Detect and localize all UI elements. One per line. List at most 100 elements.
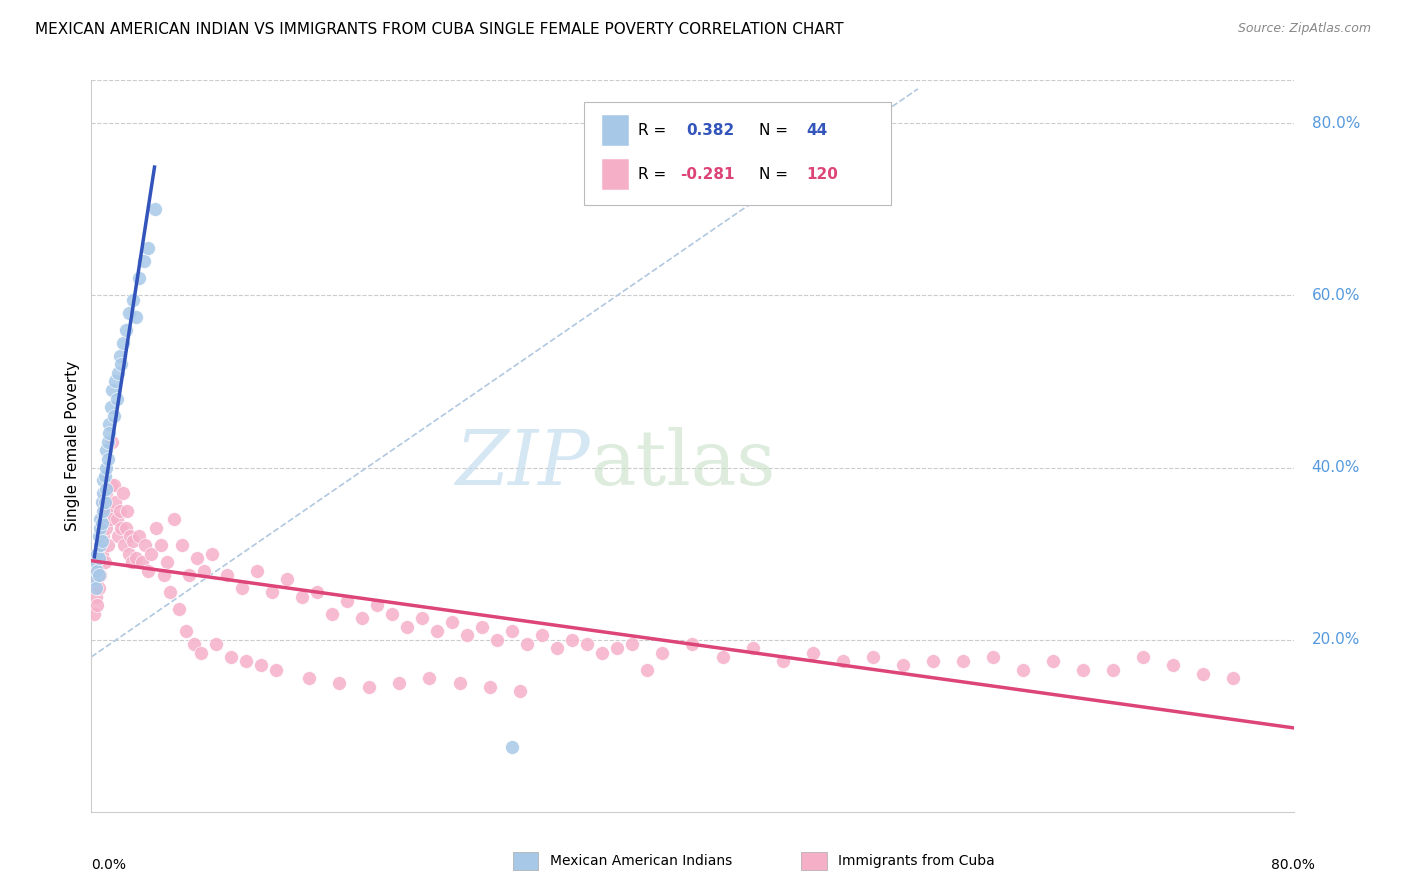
Point [96, 521, 118, 535]
Text: N =: N = [759, 123, 793, 138]
Point [97, 538, 120, 552]
Text: 120: 120 [807, 167, 838, 182]
Point [174, 624, 197, 638]
Point [576, 637, 599, 651]
Point [89, 521, 111, 535]
Point [83, 573, 105, 587]
Point [1102, 663, 1125, 677]
Point [350, 611, 373, 625]
Text: 80.0%: 80.0% [1271, 858, 1315, 872]
Point [90, 516, 112, 531]
Point [94, 495, 117, 509]
Point [298, 671, 321, 685]
Point [93, 474, 115, 488]
Point [219, 649, 242, 664]
Text: 80.0%: 80.0% [1312, 116, 1360, 131]
Point [143, 202, 166, 217]
Point [131, 555, 153, 569]
Point [96, 460, 118, 475]
Text: 60.0%: 60.0% [1312, 288, 1360, 303]
Point [486, 632, 509, 647]
Point [118, 305, 141, 319]
Point [121, 555, 143, 569]
FancyBboxPatch shape [602, 159, 628, 190]
Point [98, 417, 121, 432]
Point [141, 547, 163, 561]
Text: 20.0%: 20.0% [1312, 632, 1360, 647]
Point [440, 615, 463, 630]
Point [471, 620, 494, 634]
Point [96, 443, 118, 458]
Point [411, 611, 433, 625]
Point [87, 529, 110, 543]
Text: 0.0%: 0.0% [91, 858, 127, 872]
Text: ZIP: ZIP [456, 427, 591, 501]
Point [159, 585, 181, 599]
Point [110, 357, 132, 371]
Point [1222, 671, 1244, 685]
Point [922, 654, 945, 668]
Point [98, 503, 121, 517]
Point [276, 573, 298, 587]
Point [177, 568, 200, 582]
Point [108, 349, 131, 363]
FancyBboxPatch shape [602, 115, 628, 145]
Point [110, 521, 132, 535]
Point [426, 624, 449, 638]
Point [264, 663, 287, 677]
Point [89, 568, 111, 582]
Point [96, 486, 118, 500]
Point [105, 512, 128, 526]
Point [163, 512, 186, 526]
Point [105, 392, 128, 406]
Point [772, 654, 794, 668]
Point [250, 658, 273, 673]
Point [741, 641, 763, 656]
Point [84, 590, 107, 604]
Point [193, 564, 215, 578]
Point [336, 594, 359, 608]
Point [122, 293, 145, 307]
Point [952, 654, 974, 668]
Point [100, 512, 122, 526]
Point [101, 383, 124, 397]
Point [122, 533, 145, 548]
Point [561, 632, 583, 647]
Point [93, 529, 115, 543]
Point [103, 409, 125, 423]
Point [86, 547, 108, 561]
Point [94, 555, 117, 569]
Point [235, 654, 257, 668]
Point [516, 637, 538, 651]
Point [90, 533, 112, 548]
Point [205, 637, 228, 651]
Point [90, 512, 112, 526]
Point [90, 495, 112, 509]
Point [328, 675, 350, 690]
Point [93, 486, 115, 500]
Point [381, 607, 404, 621]
Point [891, 658, 914, 673]
Point [509, 684, 531, 698]
Point [215, 568, 238, 582]
Point [134, 538, 156, 552]
Point [456, 628, 478, 642]
Point [100, 477, 122, 491]
Point [305, 585, 328, 599]
Text: 0.382: 0.382 [686, 123, 735, 138]
Point [366, 598, 388, 612]
Point [93, 495, 115, 509]
Point [84, 581, 107, 595]
Point [125, 310, 148, 324]
Point [87, 568, 110, 582]
Point [117, 503, 139, 517]
Point [186, 550, 208, 565]
Point [97, 451, 120, 466]
Point [651, 646, 673, 660]
Point [190, 646, 212, 660]
Point [89, 538, 111, 552]
Point [87, 555, 110, 569]
Text: N =: N = [759, 167, 793, 182]
Point [183, 637, 205, 651]
Point [96, 482, 118, 496]
